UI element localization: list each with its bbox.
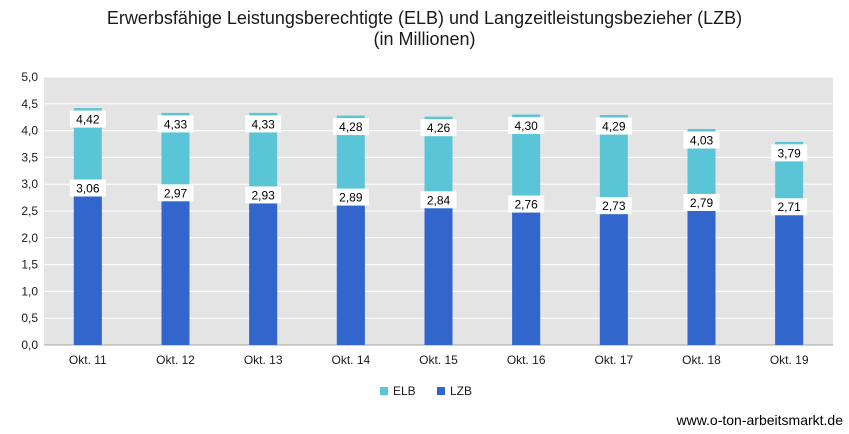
legend-label-lzb: LZB <box>450 384 472 398</box>
lzb-data-label: 2,73 <box>602 199 626 213</box>
x-tick-label: Okt. 14 <box>331 353 370 367</box>
elb-label-box <box>245 115 282 133</box>
lzb-label-box <box>157 184 194 202</box>
lzb-data-label: 2,97 <box>164 186 188 200</box>
lzb-bar <box>599 198 628 345</box>
lzb-data-label: 2,76 <box>514 198 538 212</box>
lzb-label-box <box>683 193 720 211</box>
x-tick-label: Okt. 16 <box>507 353 546 367</box>
elb-data-label: 4,33 <box>164 117 188 131</box>
y-tick-label: 5,0 <box>21 70 38 84</box>
y-tick-label: 1,0 <box>21 284 38 298</box>
y-tick-label: 3,0 <box>21 177 38 191</box>
elb-data-label: 4,29 <box>602 120 626 134</box>
lzb-data-label: 2,84 <box>427 193 451 207</box>
y-tick-label: 1,5 <box>21 258 38 272</box>
lzb-label-box <box>69 179 106 197</box>
chart-subtitle: (in Millionen) <box>373 29 476 49</box>
y-tick-label: 3,5 <box>21 150 38 164</box>
lzb-bar <box>424 192 453 345</box>
elb-label-box <box>595 117 632 135</box>
elb-data-label: 3,79 <box>777 146 801 160</box>
elb-data-label: 4,28 <box>339 120 363 134</box>
x-tick-label: Okt. 12 <box>156 353 195 367</box>
elb-label-box <box>508 117 545 135</box>
lzb-data-label: 2,79 <box>690 196 714 210</box>
lzb-bar <box>249 187 278 345</box>
elb-data-label: 4,42 <box>76 113 100 127</box>
lzb-data-label: 2,71 <box>777 200 801 214</box>
lzb-label-box <box>245 186 282 204</box>
lzb-label-box <box>508 195 545 213</box>
lzb-bar <box>512 197 541 345</box>
x-tick-label: Okt. 13 <box>244 353 283 367</box>
lzb-bar <box>687 195 716 345</box>
y-tick-label: 4,0 <box>21 124 38 138</box>
y-tick-label: 4,5 <box>21 97 38 111</box>
elb-data-label: 4,33 <box>251 117 275 131</box>
source-credit: www.o-ton-arbeitsmarkt.de <box>676 412 843 428</box>
elb-label-box <box>332 118 369 136</box>
lzb-data-label: 2,93 <box>251 188 275 202</box>
x-tick-label: Okt. 17 <box>594 353 633 367</box>
elb-data-label: 4,30 <box>514 119 538 133</box>
elb-label-box <box>69 110 106 128</box>
lzb-data-label: 3,06 <box>76 181 100 195</box>
y-tick-label: 2,5 <box>21 204 38 218</box>
lzb-label-box <box>771 198 808 216</box>
elb-data-label: 4,26 <box>427 121 451 135</box>
elb-label-box <box>157 115 194 133</box>
elb-data-label: 4,03 <box>690 133 714 147</box>
lzb-bar <box>73 180 102 345</box>
lzb-bar <box>336 190 365 345</box>
elb-label-box <box>420 119 457 137</box>
x-tick-label: Okt. 15 <box>419 353 458 367</box>
lzb-data-label: 2,89 <box>339 191 363 205</box>
elb-label-box <box>683 131 720 149</box>
lzb-label-box <box>420 191 457 209</box>
x-tick-label: Okt. 11 <box>69 353 107 367</box>
lzb-bar <box>775 199 804 345</box>
x-tick-label: Okt. 18 <box>682 353 721 367</box>
legend-label-elb: ELB <box>393 384 416 398</box>
y-tick-label: 0,0 <box>21 338 38 352</box>
y-tick-label: 0,5 <box>21 311 38 325</box>
y-tick-label: 2,0 <box>21 231 38 245</box>
legend-swatch-elb <box>380 387 388 395</box>
lzb-label-box <box>332 188 369 206</box>
lzb-bar <box>161 185 190 345</box>
chart-title-line: Erwerbsfähige Leistungsberechtigte (ELB)… <box>106 8 743 28</box>
legend-swatch-lzb <box>437 387 445 395</box>
elb-label-box <box>771 144 808 162</box>
x-tick-label: Okt. 19 <box>770 353 809 367</box>
lzb-label-box <box>595 197 632 215</box>
chart-title: Erwerbsfähige Leistungsberechtigte (ELB)… <box>0 8 849 50</box>
